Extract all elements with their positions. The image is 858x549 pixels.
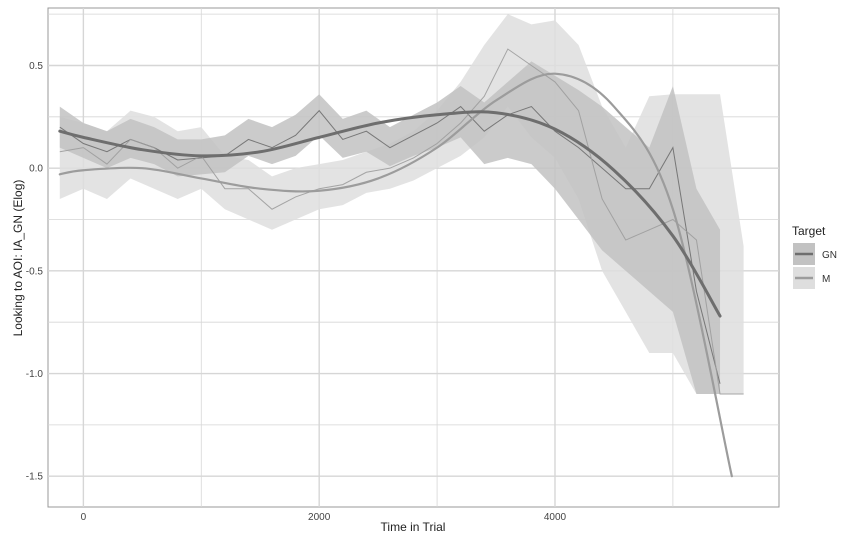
y-tick-label: 0.5 xyxy=(29,61,43,72)
y-tick-label: -0.5 xyxy=(26,266,44,277)
y-tick-label: -1.5 xyxy=(26,472,44,483)
tick-layer: 0 2000 4000 0.5 0.0 -0.5 -1.0 -1.5 xyxy=(26,61,567,523)
smooth-layer xyxy=(58,72,733,478)
observed-line-gn xyxy=(59,105,721,384)
x-tick-label: 0 xyxy=(81,512,87,523)
observed-line-m xyxy=(59,48,744,395)
y-axis-title: Looking to AOI: IA_GN (Elog) xyxy=(11,180,25,337)
band-gn xyxy=(59,61,721,395)
legend-label-m: M xyxy=(822,274,830,285)
band-layer xyxy=(59,14,744,395)
smooth-curve-gn xyxy=(58,110,722,318)
legend-title: Target xyxy=(792,224,826,238)
smooth-curve-m xyxy=(58,72,733,478)
x-tick-label: 2000 xyxy=(308,512,331,523)
y-tick-label: 0.0 xyxy=(29,164,43,175)
line-layer xyxy=(59,48,744,395)
x-tick-label: 4000 xyxy=(544,512,567,523)
legend: Target GN M xyxy=(792,224,837,289)
x-axis-title: Time in Trial xyxy=(381,520,446,534)
legend-label-gn: GN xyxy=(822,250,837,261)
y-tick-label: -1.0 xyxy=(26,369,44,380)
